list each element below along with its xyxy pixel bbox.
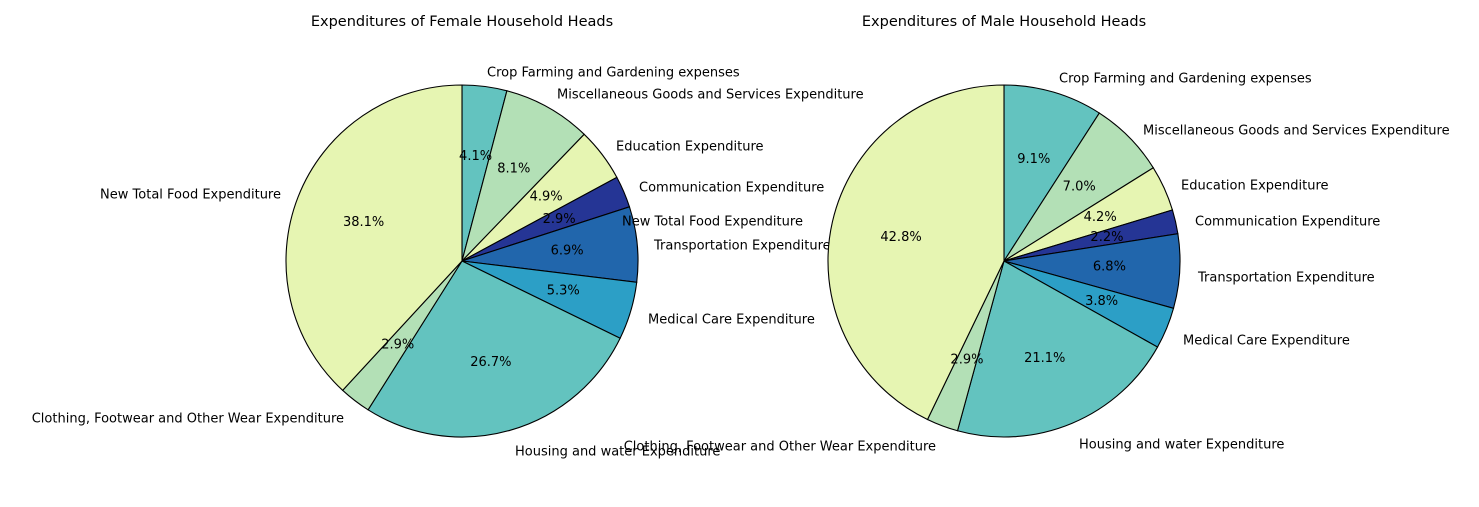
pie-slice: [956, 260, 1159, 438]
slice-category-label: Crop Farming and Gardening expenses: [1059, 72, 1312, 87]
slice-category-label: Clothing, Footwear and Other Wear Expend…: [624, 440, 936, 455]
slice-category-label: Transportation Expenditure: [1197, 271, 1375, 286]
pie-slice: [367, 260, 621, 438]
slice-category-label: Education Expenditure: [1181, 179, 1329, 194]
pie-slice: [1003, 84, 1101, 263]
slice-percent-label: 21.1%: [1024, 351, 1065, 366]
chart-title: Expenditures of Male Household Heads: [862, 14, 1146, 30]
slice-category-label: Medical Care Expenditure: [648, 313, 815, 328]
slice-percent-label: 4.9%: [530, 190, 563, 205]
slice-percent-label: 42.8%: [880, 230, 921, 245]
slice-percent-label: 8.1%: [497, 161, 530, 176]
slice-percent-label: 6.9%: [551, 243, 584, 258]
pie-chart-male: Expenditures of Male Household Heads 9.1%…: [624, 14, 1450, 455]
slice-category-label: Miscellaneous Goods and Services Expendi…: [1143, 124, 1450, 139]
slice-percent-label: 2.9%: [950, 352, 983, 367]
slice-category-label: Housing and water Expenditure: [515, 445, 720, 460]
pie-slice: [285, 84, 463, 392]
chart-title: Expenditures of Female Household Heads: [311, 14, 613, 30]
slice-percent-label: 9.1%: [1017, 152, 1050, 167]
slice-category-label: New Total Food Expenditure: [622, 215, 803, 230]
slice-percent-label: 2.2%: [1090, 230, 1123, 245]
slice-percent-label: 4.2%: [1084, 210, 1117, 225]
slice-category-label: Housing and water Expenditure: [1079, 438, 1284, 453]
slice-percent-label: 26.7%: [470, 355, 511, 370]
slice-percent-label: 3.8%: [1085, 294, 1118, 309]
slice-category-label: Education Expenditure: [616, 140, 764, 155]
slice-percent-label: 4.1%: [459, 149, 492, 164]
slice-category-label: Miscellaneous Goods and Services Expendi…: [557, 88, 864, 103]
slice-category-label: Communication Expenditure: [639, 181, 824, 196]
slice-percent-label: 38.1%: [343, 215, 384, 230]
pie-chart-female: Expenditures of Female Household Heads 4.…: [32, 14, 864, 460]
slice-category-label: Crop Farming and Gardening expenses: [487, 66, 740, 81]
slice-percent-label: 2.9%: [543, 212, 576, 227]
pie-slice: [827, 84, 1005, 421]
pie-slice: [460, 90, 585, 263]
slice-percent-label: 5.3%: [547, 283, 580, 298]
slice-category-label: Clothing, Footwear and Other Wear Expend…: [32, 412, 344, 427]
slice-category-label: Communication Expenditure: [1195, 215, 1380, 230]
slice-percent-label: 7.0%: [1063, 179, 1096, 194]
slice-percent-label: 2.9%: [381, 337, 414, 352]
slice-category-label: New Total Food Expenditure: [100, 188, 281, 203]
slice-category-label: Medical Care Expenditure: [1183, 334, 1350, 349]
slice-percent-label: 6.8%: [1093, 260, 1126, 275]
slice-category-label: Transportation Expenditure: [653, 239, 831, 254]
